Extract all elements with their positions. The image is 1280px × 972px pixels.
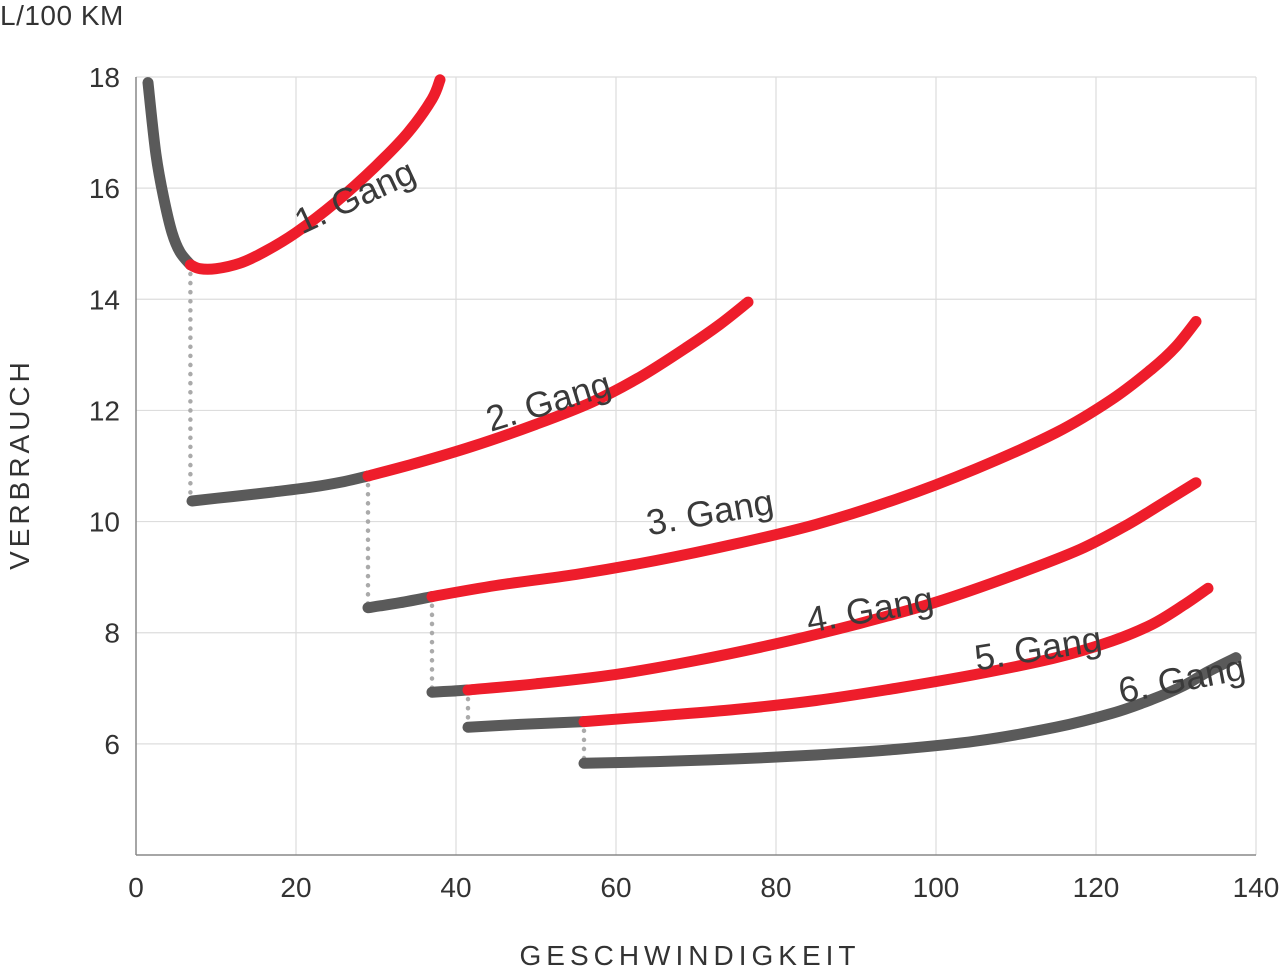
x-tick-label-20: 20 [280, 872, 311, 903]
gear-1-curve-inefficient [142, 77, 196, 271]
x-tick-label-140: 140 [1233, 872, 1280, 903]
gear-1-label: 1. Gang [288, 151, 421, 242]
x-tick-label-0: 0 [128, 872, 144, 903]
grid-lines [136, 76, 1257, 855]
y-tick-label-10: 10 [89, 507, 120, 538]
gear-5-label: 5. Gang [972, 618, 1105, 679]
gear-2-curve-inefficient [186, 470, 374, 507]
gear-5-curve-efficient [578, 582, 1214, 728]
gear-4-label: 4. Gang [803, 578, 936, 641]
axes [135, 77, 1256, 856]
gear-curves [142, 74, 1242, 769]
tick-labels: 0 20 40 60 80 100 120 140 6 8 10 12 14 16 18 [89, 62, 1280, 903]
x-tick-label-80: 80 [760, 872, 791, 903]
y-axis-unit-title: L/100 KM [0, 0, 124, 31]
x-axis-label: GESCHWINDIGKEIT [519, 940, 861, 971]
y-tick-label-18: 18 [89, 62, 120, 93]
y-tick-label-14: 14 [89, 284, 120, 315]
gear-3-curve-inefficient [362, 591, 438, 614]
shift-lines [188, 262, 587, 766]
x-tick-label-120: 120 [1073, 872, 1120, 903]
x-tick-label-60: 60 [600, 872, 631, 903]
y-tick-label-12: 12 [89, 395, 120, 426]
gear-2-curve-efficient [362, 296, 754, 482]
gear-6-label: 6. Gang [1115, 646, 1249, 711]
gear-1-curve-efficient [184, 74, 446, 275]
x-tick-label-40: 40 [440, 872, 471, 903]
gear-3-curve-efficient [426, 316, 1202, 603]
x-tick-label-100: 100 [913, 872, 960, 903]
y-tick-label-6: 6 [104, 729, 120, 760]
gear-2-label: 2. Gang [481, 363, 615, 440]
y-tick-label-8: 8 [104, 618, 120, 649]
gear-6-curve-inefficient [578, 652, 1242, 769]
y-tick-label-16: 16 [89, 173, 120, 204]
gear-4-curve-efficient [462, 477, 1202, 696]
gear-5-curve-inefficient [462, 716, 590, 733]
